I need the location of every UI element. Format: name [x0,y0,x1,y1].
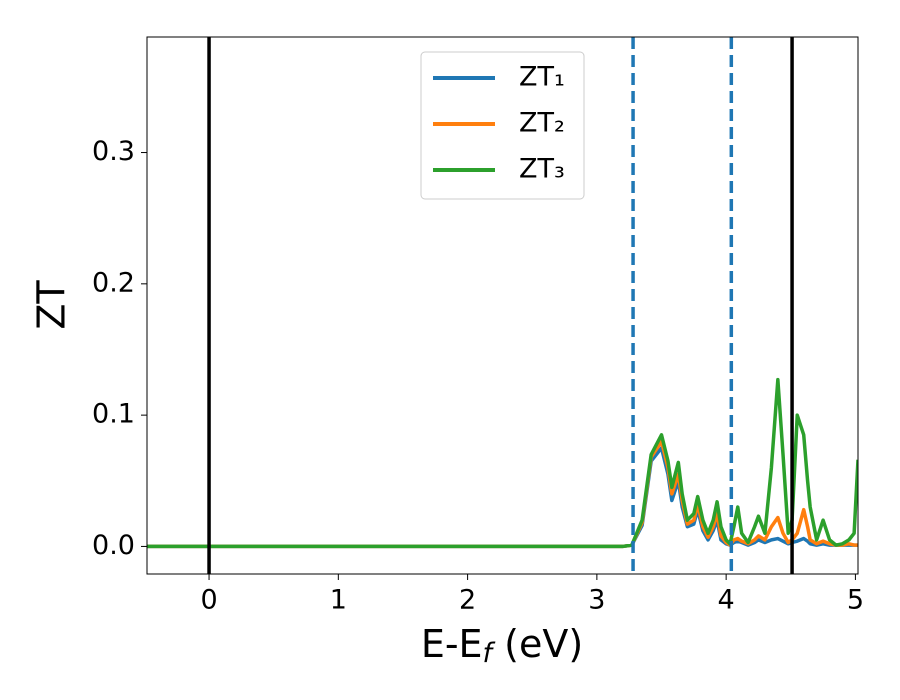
y-tick-label: 0.3 [92,136,135,167]
x-tick-label: 3 [588,585,605,616]
series-line [147,439,858,549]
series-line [147,377,858,549]
axes-frame [146,36,859,575]
legend-box [420,51,585,200]
x-label-main: E-E [421,622,483,666]
x-tick-label: 0 [200,585,217,616]
y-tick-label: 0.2 [92,267,135,298]
x-tick-label: 4 [718,585,735,616]
x-tick-label: 5 [847,585,864,616]
x-tick-label: 1 [330,585,347,616]
x-axis-label: E-Ef (eV) [421,622,583,669]
legend-label: ZT₁ [519,62,565,93]
y-axis-label: ZT [30,280,74,330]
y-tick-label: 0.1 [92,399,135,430]
legend-label: ZT₃ [519,154,565,185]
x-tick-label: 2 [459,585,476,616]
legend-label: ZT₂ [519,108,565,139]
x-label-unit: (eV) [492,622,583,666]
y-tick-label: 0.0 [92,530,135,561]
plot-area [147,37,858,574]
